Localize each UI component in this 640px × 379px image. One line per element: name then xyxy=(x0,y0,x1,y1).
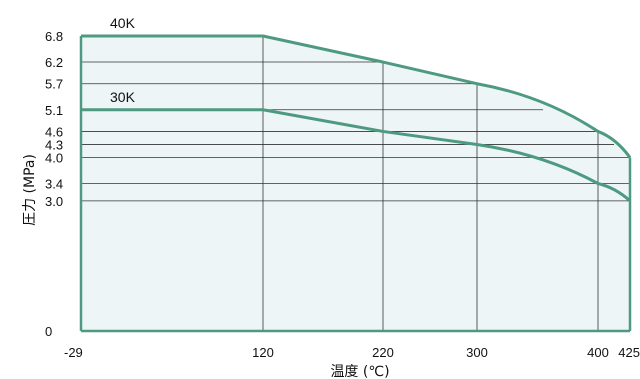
series-line-40k xyxy=(81,34,632,159)
y-tick-label: 5.7 xyxy=(45,77,63,92)
y-tick-label: 4.3 xyxy=(45,137,63,152)
x-tick-label: 425 xyxy=(618,345,640,360)
x-tick-label: -29 xyxy=(64,345,83,360)
y-tick-label: 4.6 xyxy=(45,124,63,139)
series-label-40k: 40K xyxy=(110,15,136,31)
y-tick-label: 5.1 xyxy=(45,103,63,118)
x-tick-label: 300 xyxy=(466,345,488,360)
tick-labels: 0 3.0 3.4 4.04.34.6 5.1 5.7 6.2 6.8 -29 120 220 300… xyxy=(45,29,640,360)
axes xyxy=(79,36,632,333)
x-tick-label: 220 xyxy=(372,345,394,360)
y-axis-title: 圧力 (MPa) xyxy=(22,154,38,226)
x-tick-label: 120 xyxy=(252,345,274,360)
x-tick-label: 400 xyxy=(587,345,609,360)
series-labels: 40K 30K xyxy=(110,15,136,105)
y-tick-label: 3.0 xyxy=(45,194,63,209)
series-lines xyxy=(81,34,632,202)
y-tick-label: 6.8 xyxy=(45,29,63,44)
series-line-30k xyxy=(81,108,632,202)
x-axis-title: 温度 (℃) xyxy=(330,364,389,379)
series-label-30k: 30K xyxy=(110,89,136,105)
y-tick-label: 3.4 xyxy=(45,177,63,192)
y-tick-label: 0 xyxy=(45,324,52,339)
y-tick-label: 6.2 xyxy=(45,55,63,70)
y-tick-label: 4.0 xyxy=(45,150,63,165)
